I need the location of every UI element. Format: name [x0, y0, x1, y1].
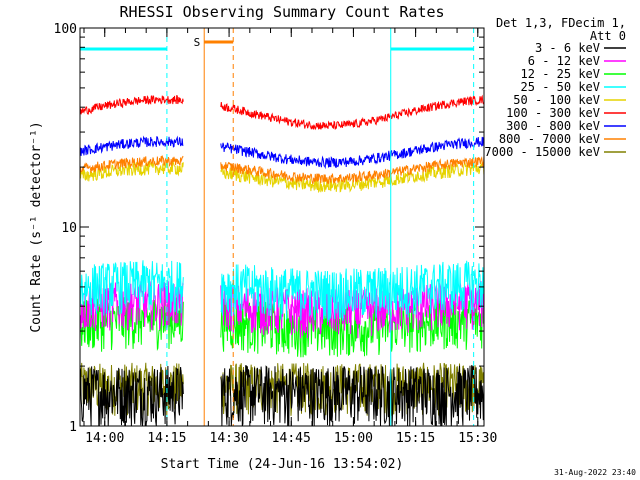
series-line-6 — [220, 136, 484, 170]
series-line-5 — [220, 94, 484, 131]
series-line-3 — [220, 260, 484, 323]
legend-label: 7000 - 15000 keV — [484, 145, 600, 159]
series-line-6 — [80, 135, 184, 156]
legend-label: 3 - 6 keV — [535, 41, 600, 55]
legend-label: 100 - 300 keV — [506, 106, 600, 120]
legend-label: 300 - 800 keV — [506, 119, 600, 133]
legend-label: 12 - 25 keV — [521, 67, 600, 81]
series-line-3 — [80, 260, 184, 316]
y-tick-label: 1 — [69, 420, 77, 435]
x-tick-label: 14:45 — [272, 431, 311, 446]
series-line-7 — [220, 156, 484, 185]
chart-title: RHESSI Observing Summary Count Rates — [119, 3, 444, 21]
series-line-0 — [80, 365, 184, 426]
y-tick-label: 10 — [61, 221, 77, 236]
series-line-1 — [80, 280, 184, 332]
legend-label: 800 - 7000 keV — [499, 132, 600, 146]
series-line-5 — [80, 95, 184, 115]
x-tick-label: 15:00 — [334, 431, 373, 446]
x-tick-label: 14:15 — [147, 431, 186, 446]
series-line-4 — [220, 160, 484, 194]
series-line-0 — [220, 364, 484, 426]
legend-header-line2: Att 0 — [590, 29, 626, 43]
x-tick-label: 14:30 — [210, 431, 249, 446]
legend-label: 50 - 100 keV — [513, 93, 600, 107]
x-tick-label: 14:00 — [85, 431, 124, 446]
legend-header-line1: Det 1,3, FDecim 1, — [496, 16, 626, 30]
x-tick-label: 15:30 — [458, 431, 497, 446]
legend-label: 25 - 50 keV — [521, 80, 600, 94]
flag-label: S — [194, 36, 201, 49]
series-line-2 — [220, 297, 484, 358]
legend-label: 6 - 12 keV — [528, 54, 600, 68]
x-tick-label: 15:15 — [396, 431, 435, 446]
y-tick-label: 100 — [54, 22, 77, 37]
series-line-7 — [80, 154, 184, 175]
flag-label: N — [69, 43, 76, 56]
x-axis-label: Start Time (24-Jun-16 13:54:02) — [161, 457, 404, 472]
y-axis-label: Count Rate (s⁻¹ detector⁻¹) — [29, 121, 44, 332]
footer-timestamp: 31-Aug-2022 23:40 — [554, 468, 636, 477]
